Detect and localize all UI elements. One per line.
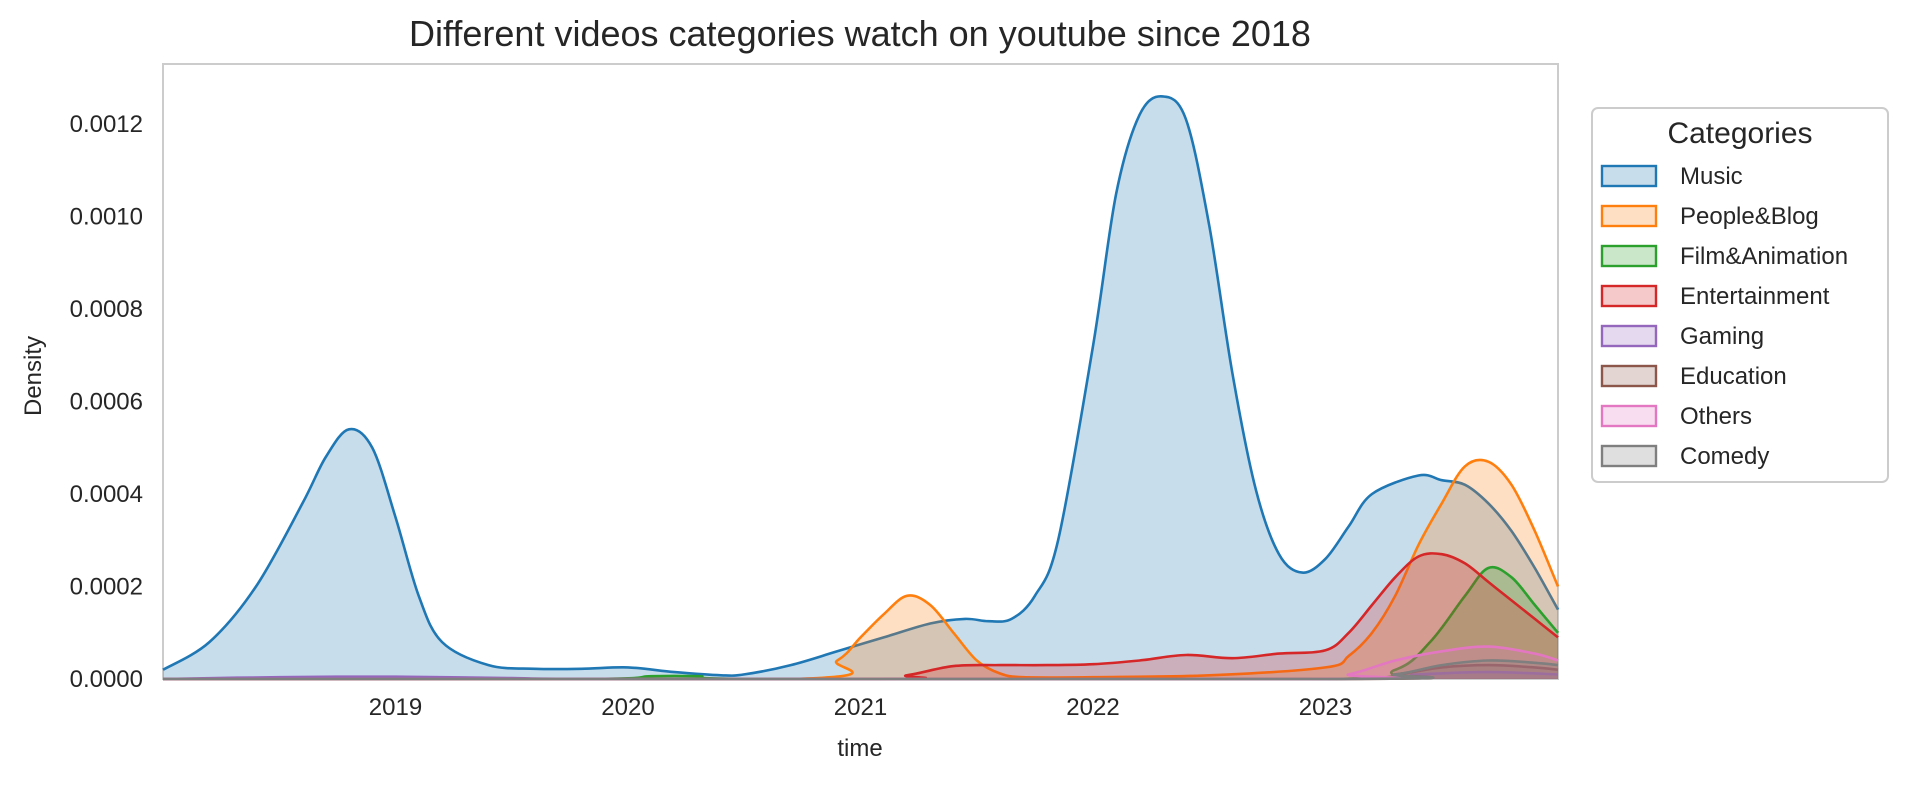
x-tick-label: 2019: [369, 694, 422, 721]
legend-label-people-blog: People&Blog: [1680, 203, 1819, 230]
legend-swatch-entertainment: [1600, 284, 1658, 308]
legend-box: [1591, 107, 1889, 483]
legend-swatch-people-blog: [1600, 204, 1658, 228]
legend-swatch-film-animation: [1600, 244, 1658, 268]
y-tick-label: 0.0010: [70, 204, 143, 231]
y-axis-ticks: 0.0000 0.0002 0.0004 0.0006 0.0008 0.0010 0.00…: [70, 111, 143, 693]
legend-items: Music People&Blog Film&Animation Entertainm…: [1600, 163, 1848, 470]
series-line-people-blog: [163, 458, 1560, 681]
series-line-entertainment: [163, 552, 1559, 681]
x-tick-label: 2023: [1299, 694, 1352, 721]
x-axis-label: time: [837, 735, 882, 762]
series-line-music: [162, 95, 1560, 677]
legend-label-entertainment: Entertainment: [1680, 283, 1830, 310]
y-tick-label: 0.0004: [70, 481, 143, 508]
legend-label-education: Education: [1680, 363, 1787, 390]
series-area-music: [163, 96, 1558, 679]
y-tick-label: 0.0000: [70, 666, 143, 693]
series-layer: [162, 95, 1560, 681]
x-tick-label: 2022: [1066, 694, 1119, 721]
y-axis-label: Density: [20, 336, 47, 416]
series-area-film-animation: [163, 567, 1558, 679]
x-tick-label: 2020: [601, 694, 654, 721]
series-line-comedy: [163, 659, 1559, 681]
legend-label-film-animation: Film&Animation: [1680, 243, 1848, 270]
legend-swatch-others: [1600, 404, 1658, 428]
y-tick-label: 0.0012: [70, 111, 143, 138]
chart-title: Different videos categories watch on you…: [409, 13, 1311, 54]
legend-label-comedy: Comedy: [1680, 443, 1769, 470]
legend-label-gaming: Gaming: [1680, 323, 1764, 350]
y-tick-label: 0.0008: [70, 296, 143, 323]
legend-label-others: Others: [1680, 403, 1752, 430]
legend-label-music: Music: [1680, 163, 1743, 190]
legend-swatch-comedy: [1600, 444, 1658, 468]
series-area-people-blog: [163, 459, 1558, 679]
legend: Categories Music People&Blog Film&Animatio…: [1591, 107, 1889, 483]
legend-title: Categories: [1667, 117, 1812, 150]
series-area-entertainment: [163, 553, 1558, 679]
y-tick-label: 0.0006: [70, 389, 143, 416]
legend-swatch-music: [1600, 164, 1658, 188]
legend-swatch-gaming: [1600, 324, 1658, 348]
y-tick-label: 0.0002: [70, 574, 143, 601]
x-axis-ticks: 2019 2020 2021 2022 2023: [369, 694, 1352, 721]
x-tick-label: 2021: [834, 694, 887, 721]
legend-swatch-education: [1600, 364, 1658, 388]
